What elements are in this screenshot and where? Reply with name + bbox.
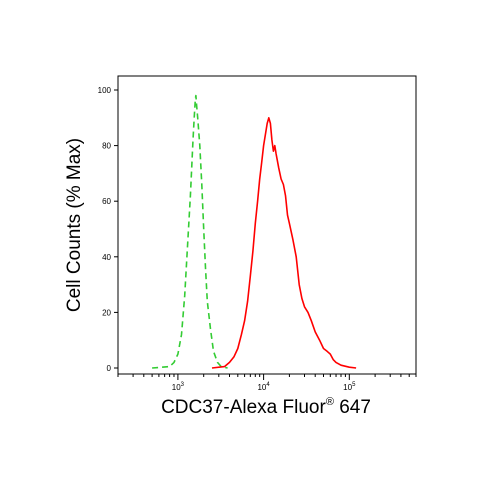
- y-tick-label: 0: [107, 364, 112, 373]
- y-tick-label: 40: [102, 253, 111, 262]
- y-axis-title: Cell Counts (% Max): [64, 138, 85, 312]
- x-axis-title-suffix: 647: [334, 397, 371, 418]
- y-tick-label: 80: [102, 142, 111, 151]
- y-tick-label: 100: [98, 86, 112, 95]
- x-axis-title-main: CDC37-Alexa Fluor: [161, 397, 326, 418]
- y-tick-label: 20: [102, 308, 111, 317]
- y-tick-label: 60: [102, 197, 111, 206]
- y-axis: 0 20 40 60 80 100: [98, 86, 118, 373]
- red-solid-histogram-line: [211, 117, 357, 369]
- x-axis: 103 104 105: [117, 374, 417, 392]
- plot-area-frame: [117, 75, 417, 375]
- x-tick-label: 104: [257, 382, 270, 392]
- series-layer: [152, 94, 357, 369]
- x-axis-title: CDC37-Alexa Fluor® 647: [161, 396, 371, 418]
- registered-mark: ®: [326, 396, 334, 408]
- x-tick-label: 103: [172, 382, 185, 392]
- green-dashed-histogram-line: [152, 94, 228, 369]
- x-tick-label: 105: [343, 382, 356, 392]
